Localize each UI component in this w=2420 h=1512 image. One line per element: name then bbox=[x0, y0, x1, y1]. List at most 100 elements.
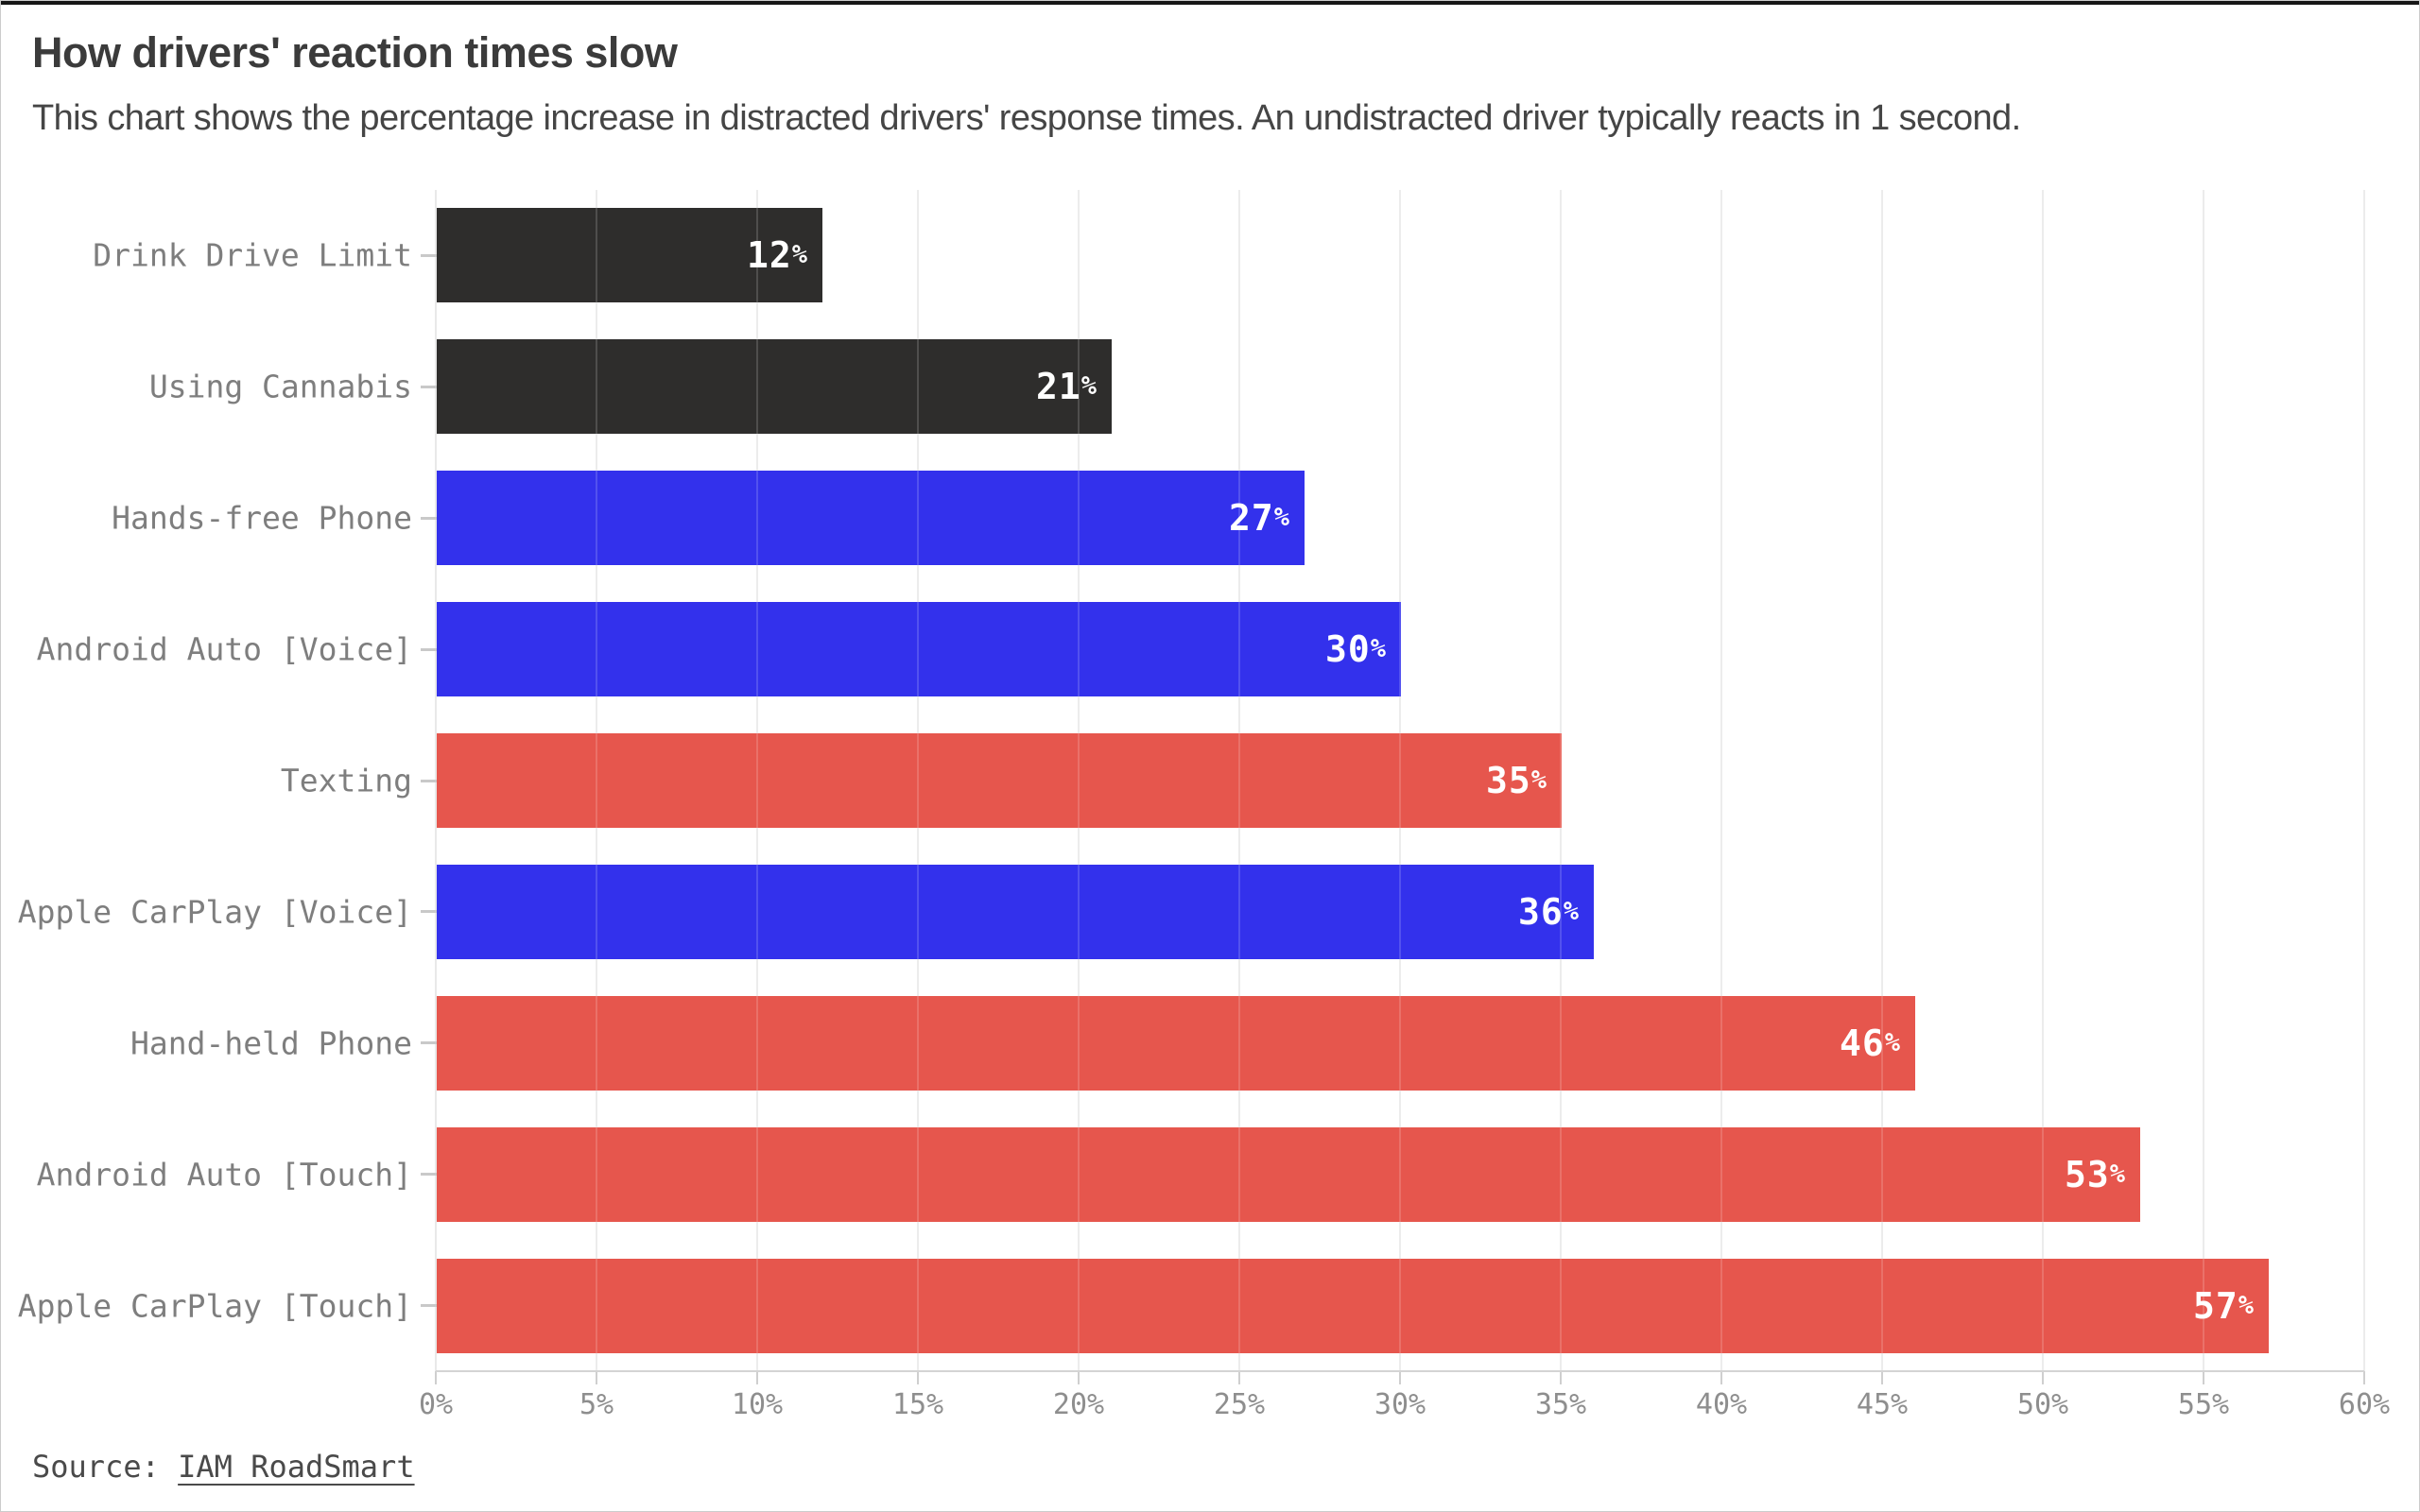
bar-value-number: 36 bbox=[1517, 890, 1564, 933]
bar-value-number: 27 bbox=[1228, 497, 1274, 540]
x-axis-tick bbox=[1238, 1371, 1240, 1384]
category-label: Using Cannabis bbox=[148, 368, 412, 405]
bar-value-label: 36% bbox=[1518, 891, 1579, 933]
bar-drink-drive-limit: 12% bbox=[437, 208, 822, 303]
category-tick bbox=[421, 1173, 438, 1177]
bar-value-number: 35 bbox=[1485, 760, 1531, 801]
category-label: Hands-free Phone bbox=[112, 499, 412, 537]
x-axis-label: 15% bbox=[891, 1388, 944, 1421]
category-tick bbox=[421, 1304, 438, 1308]
x-axis-tick bbox=[1399, 1371, 1401, 1384]
category-tick bbox=[421, 1041, 438, 1045]
bar-value-number: 21 bbox=[1035, 366, 1081, 408]
x-axis-label: 30% bbox=[1374, 1388, 1426, 1421]
category-label: Android Auto [Voice] bbox=[36, 630, 412, 668]
x-axis-tick bbox=[917, 1371, 919, 1384]
bar-using-cannabis: 21% bbox=[437, 339, 1112, 435]
x-axis-tick bbox=[1881, 1371, 1883, 1384]
category-tick bbox=[421, 253, 438, 257]
bar-android-auto-voice: 30% bbox=[437, 602, 1401, 697]
x-axis-tick bbox=[435, 1371, 437, 1384]
gridline bbox=[2203, 190, 2204, 1371]
bar-value-percent-sign: % bbox=[1563, 896, 1579, 926]
bar-value-label: 57% bbox=[2193, 1285, 2254, 1327]
chart-title: How drivers' reaction times slow bbox=[32, 28, 678, 77]
gridline-overlay bbox=[1399, 190, 1401, 1371]
chart-subtitle: This chart shows the percentage increase… bbox=[32, 98, 2021, 138]
x-axis-tick bbox=[2203, 1371, 2204, 1384]
source-prefix: Source: bbox=[32, 1449, 179, 1485]
bar-value-label: 27% bbox=[1229, 497, 1289, 539]
bar-value-number: 46 bbox=[1839, 1022, 1885, 1064]
bar-value-label: 35% bbox=[1486, 760, 1547, 801]
bar-hand-held-phone: 46% bbox=[437, 995, 1915, 1091]
x-axis-label: 5% bbox=[579, 1388, 614, 1421]
bar-value-number: 57 bbox=[2192, 1284, 2238, 1327]
gridline-overlay bbox=[756, 190, 758, 1371]
category-label: Apple CarPlay [Touch] bbox=[17, 1287, 412, 1325]
x-axis-tick bbox=[2042, 1371, 2044, 1384]
category-label: Android Auto [Touch] bbox=[36, 1156, 412, 1194]
source-link[interactable]: IAM RoadSmart bbox=[178, 1449, 415, 1485]
gridline-overlay bbox=[1720, 190, 1722, 1371]
bar-texting: 35% bbox=[437, 733, 1562, 828]
gridline-overlay bbox=[1560, 190, 1562, 1371]
bar-value-number: 12 bbox=[746, 234, 792, 277]
x-axis-tick bbox=[596, 1371, 597, 1384]
category-tick bbox=[421, 516, 438, 520]
gridline-overlay bbox=[1078, 190, 1080, 1371]
gridline bbox=[2363, 190, 2365, 1371]
gridline-overlay bbox=[917, 190, 919, 1371]
gridline-overlay bbox=[1881, 190, 1883, 1371]
bar-value-percent-sign: % bbox=[1080, 371, 1097, 402]
x-axis-label: 40% bbox=[1695, 1388, 1748, 1421]
category-tick bbox=[421, 647, 438, 651]
x-axis-tick bbox=[1720, 1371, 1722, 1384]
bar-apple-carplay-touch: 57% bbox=[437, 1258, 2269, 1353]
gridline-overlay bbox=[1238, 190, 1240, 1371]
x-axis-label: 20% bbox=[1052, 1388, 1105, 1421]
category-label: Hand-held Phone bbox=[130, 1024, 412, 1062]
gridline-overlay bbox=[2363, 190, 2365, 1371]
x-axis-label: 35% bbox=[1534, 1388, 1587, 1421]
gridline-overlay bbox=[2042, 190, 2044, 1371]
category-tick bbox=[421, 385, 438, 388]
bar-value-label: 12% bbox=[747, 234, 807, 276]
gridline-overlay bbox=[596, 190, 597, 1371]
x-axis-tick bbox=[756, 1371, 758, 1384]
bar-value-percent-sign: % bbox=[2109, 1159, 2125, 1189]
bar-value-percent-sign: % bbox=[1530, 765, 1547, 795]
category-label: Texting bbox=[280, 762, 412, 799]
x-axis-label: 55% bbox=[2177, 1388, 2230, 1421]
bar-value-number: 53 bbox=[2064, 1153, 2110, 1195]
bar-value-percent-sign: % bbox=[1370, 634, 1386, 664]
x-axis-tick bbox=[2363, 1371, 2365, 1384]
gridline bbox=[2042, 190, 2044, 1371]
bar-value-label: 46% bbox=[1840, 1022, 1900, 1064]
bar-value-label: 53% bbox=[2065, 1154, 2125, 1195]
x-axis-tick bbox=[1078, 1371, 1080, 1384]
x-axis-label: 0% bbox=[418, 1388, 454, 1421]
bar-value-label: 21% bbox=[1036, 366, 1097, 407]
x-axis-tick bbox=[1560, 1371, 1562, 1384]
x-axis-line bbox=[436, 1370, 2364, 1372]
category-label: Apple CarPlay [Voice] bbox=[17, 893, 412, 931]
x-axis-label: 50% bbox=[2016, 1388, 2069, 1421]
bar-hands-free-phone: 27% bbox=[437, 471, 1305, 566]
bar-android-auto-touch: 53% bbox=[437, 1126, 2140, 1222]
source-line: Source: IAM RoadSmart bbox=[32, 1449, 415, 1485]
bar-value-percent-sign: % bbox=[2238, 1290, 2254, 1320]
bar-value-percent-sign: % bbox=[1273, 503, 1289, 533]
x-axis-label: 60% bbox=[2338, 1388, 2391, 1421]
gridline bbox=[1881, 190, 1883, 1371]
bar-value-number: 30 bbox=[1324, 628, 1371, 671]
gridline bbox=[1720, 190, 1722, 1371]
x-axis-label: 25% bbox=[1213, 1388, 1266, 1421]
top-accent-bar bbox=[1, 1, 2419, 5]
x-axis-label: 45% bbox=[1856, 1388, 1909, 1421]
category-tick bbox=[421, 779, 438, 782]
bar-apple-carplay-voice: 36% bbox=[437, 864, 1594, 959]
bar-value-percent-sign: % bbox=[1884, 1027, 1900, 1057]
